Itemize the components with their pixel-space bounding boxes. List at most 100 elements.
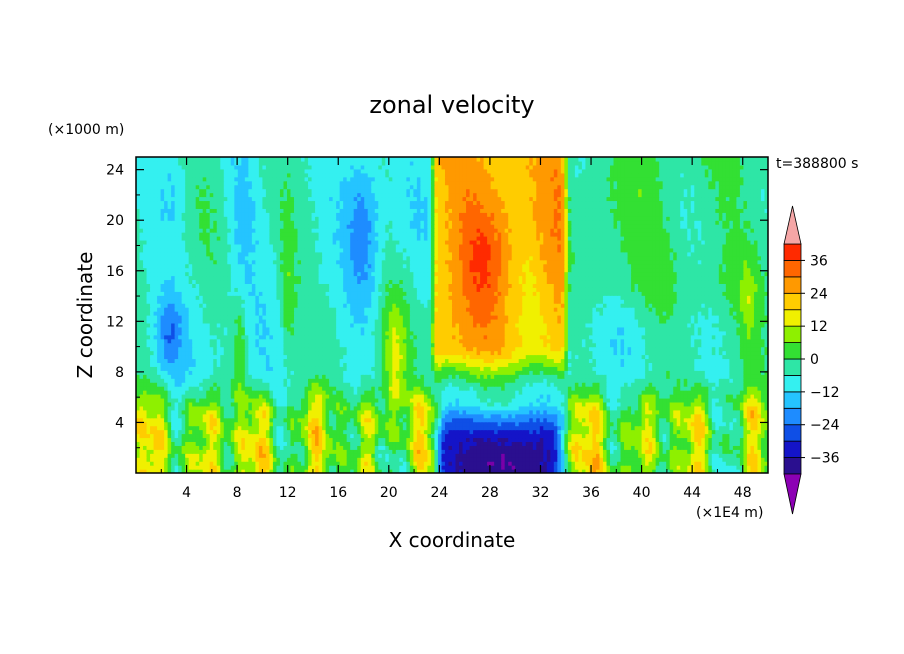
field-cell — [666, 410, 670, 415]
field-cell — [185, 449, 189, 454]
field-cell — [206, 362, 210, 367]
field-cell — [329, 430, 333, 435]
field-cell — [340, 430, 344, 435]
field-cell — [290, 374, 294, 379]
field-cell — [575, 457, 579, 462]
field-cell — [578, 461, 582, 466]
field-cell — [536, 414, 540, 419]
field-cell — [199, 437, 203, 442]
field-cell — [459, 437, 463, 442]
field-cell — [413, 374, 417, 379]
field-cell — [273, 453, 277, 458]
field-cell — [757, 406, 761, 411]
field-cell — [740, 449, 744, 454]
field-cell — [199, 422, 203, 427]
field-cell — [484, 465, 488, 470]
field-cell — [480, 402, 484, 407]
field-cell — [206, 422, 210, 427]
field-cell — [396, 430, 400, 435]
field-cell — [308, 402, 312, 407]
field-cell — [599, 465, 603, 470]
field-cell — [203, 370, 207, 375]
field-cell — [262, 457, 266, 462]
field-cell — [687, 386, 691, 391]
field-cell — [621, 382, 625, 387]
field-cell — [589, 430, 593, 435]
field-cell — [680, 402, 684, 407]
field-cell — [340, 402, 344, 407]
field-cell — [673, 414, 677, 419]
field-cell — [424, 434, 428, 439]
field-cell — [269, 390, 273, 395]
field-cell — [164, 402, 168, 407]
field-cell — [269, 362, 273, 367]
field-cell — [161, 422, 165, 427]
field-cell — [375, 378, 379, 383]
field-cell — [694, 422, 698, 427]
field-cell — [477, 406, 481, 411]
field-cell — [361, 370, 365, 375]
field-cell — [164, 465, 168, 470]
field-cell — [368, 386, 372, 391]
field-cell — [670, 437, 674, 442]
field-cell — [750, 390, 754, 395]
field-cell — [498, 382, 502, 387]
field-cell — [564, 410, 568, 415]
field-cell — [575, 430, 579, 435]
field-cell — [150, 370, 154, 375]
field-cell — [305, 422, 309, 427]
field-cell — [326, 461, 330, 466]
field-cell — [196, 370, 200, 375]
field-cell — [687, 370, 691, 375]
field-cell — [726, 453, 730, 458]
field-cell — [452, 422, 456, 427]
field-cell — [434, 398, 438, 403]
field-cell — [610, 426, 614, 431]
field-cell — [290, 465, 294, 470]
field-cell — [315, 386, 319, 391]
field-cell — [396, 394, 400, 399]
field-cell — [368, 378, 372, 383]
field-cell — [301, 437, 305, 442]
field-cell — [515, 390, 519, 395]
field-cell — [245, 374, 249, 379]
field-cell — [382, 449, 386, 454]
field-cell — [210, 426, 214, 431]
field-cell — [617, 398, 621, 403]
field-cell — [157, 418, 161, 423]
field-cell — [540, 386, 544, 391]
field-cell — [350, 457, 354, 462]
field-cell — [368, 410, 372, 415]
field-cell — [298, 406, 302, 411]
field-cell — [371, 418, 375, 423]
field-cell — [424, 426, 428, 431]
field-cell — [550, 422, 554, 427]
field-cell — [255, 449, 259, 454]
field-cell — [670, 457, 674, 462]
field-cell — [248, 465, 252, 470]
field-cell — [448, 434, 452, 439]
field-cell — [343, 461, 347, 466]
field-cell — [217, 378, 221, 383]
field-cell — [498, 441, 502, 446]
field-cell — [217, 434, 221, 439]
field-cell — [722, 461, 726, 466]
field-cell — [621, 434, 625, 439]
field-cell — [410, 465, 414, 470]
field-cell — [473, 366, 477, 371]
field-cell — [670, 398, 674, 403]
field-cell — [578, 445, 582, 450]
field-cell — [259, 422, 263, 427]
field-cell — [498, 422, 502, 427]
field-cell — [329, 386, 333, 391]
field-cell — [736, 386, 740, 391]
field-cell — [217, 430, 221, 435]
field-cell — [680, 453, 684, 458]
field-cell — [663, 418, 667, 423]
field-cell — [175, 449, 179, 454]
field-cell — [234, 386, 238, 391]
field-cell — [673, 374, 677, 379]
field-cell — [248, 461, 252, 466]
field-cell — [666, 402, 670, 407]
field-cell — [375, 382, 379, 387]
